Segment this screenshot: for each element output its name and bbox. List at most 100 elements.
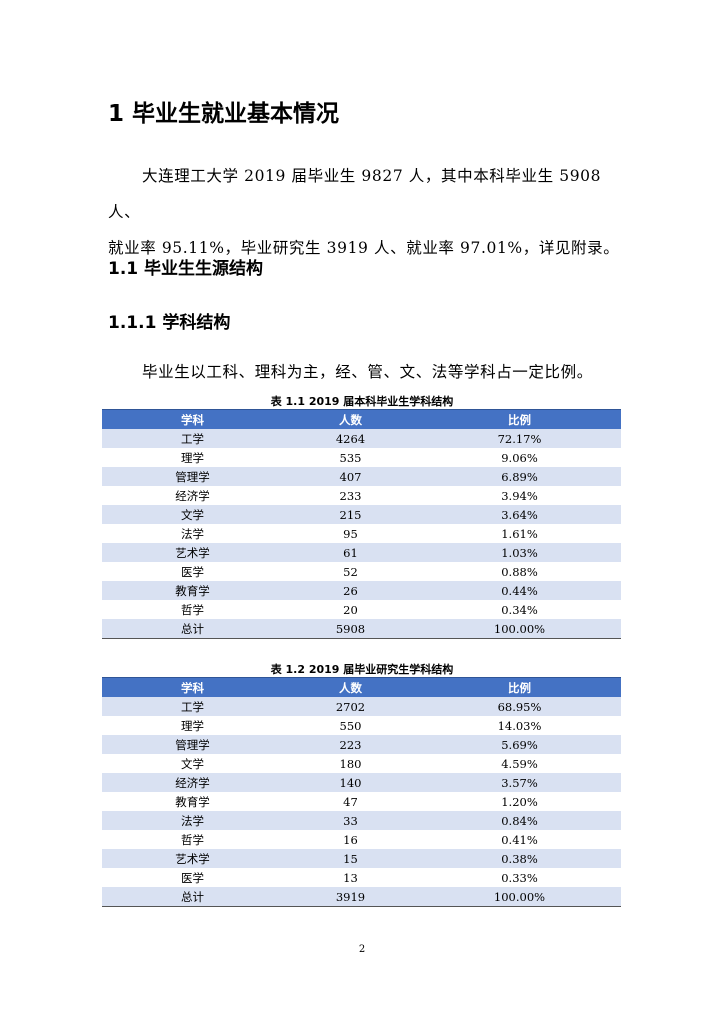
table-row: 哲学 20 0.34% xyxy=(102,600,621,619)
table-cell: 13 xyxy=(343,870,358,885)
table-row: 总计 5908 100.00% xyxy=(102,619,621,639)
table-cell: 哲学 xyxy=(181,602,204,617)
table-cell: 14.03% xyxy=(497,718,542,733)
table-cell: 医学 xyxy=(181,564,204,579)
table-cell: 16 xyxy=(343,832,358,847)
table-row: 总计 3919 100.00% xyxy=(102,887,621,907)
table-cell: 0.33% xyxy=(501,870,538,885)
table-cell: 233 xyxy=(339,488,362,503)
table-cell: 文学 xyxy=(181,756,204,771)
subject-paragraph: 毕业生以工科、理科为主，经、管、文、法等学科占一定比例。 xyxy=(142,363,593,381)
table-cell: 26 xyxy=(283,581,418,600)
table-cell: 52 xyxy=(343,564,358,579)
intro-line-2: 就业率 95.11%，毕业研究生 3919 人、就业率 97.01%，详见附录。 xyxy=(108,239,620,257)
table-row: 文学 180 4.59% xyxy=(102,754,621,773)
heading-2: 1.1 毕业生生源结构 xyxy=(108,259,264,279)
table-2-caption: 表 1.2 2019 届毕业研究生学科结构 xyxy=(270,663,454,676)
table-row: 经济学 140 3.57% xyxy=(102,773,621,792)
table-cell: 140 xyxy=(283,773,418,792)
column-header: 人数 xyxy=(283,409,418,429)
table-row: 哲学 16 0.41% xyxy=(102,830,621,849)
table-cell: 180 xyxy=(339,756,362,771)
table-cell: 理学 xyxy=(181,718,204,733)
table-cell: 72.17% xyxy=(418,429,621,448)
table-cell: 4264 xyxy=(283,429,418,448)
table-row: 管理学 407 6.89% xyxy=(102,467,621,486)
table-cell: 535 xyxy=(339,450,362,465)
table-row: 管理学 223 5.69% xyxy=(102,735,621,754)
table-cell: 95 xyxy=(343,526,358,541)
table-cell: 0.84% xyxy=(418,811,621,830)
table-cell: 艺术学 xyxy=(102,849,283,868)
table-row: 教育学 26 0.44% xyxy=(102,581,621,600)
table-cell: 法学 xyxy=(181,526,204,541)
table-cell: 工学 xyxy=(102,429,283,448)
table-row: 理学 550 14.03% xyxy=(102,716,621,735)
table-1-caption: 表 1.1 2019 届本科毕业生学科结构 xyxy=(270,395,454,408)
table-row: 艺术学 61 1.03% xyxy=(102,543,621,562)
table-cell: 550 xyxy=(339,718,362,733)
heading-1: 1 毕业生就业基本情况 xyxy=(108,101,340,127)
column-header: 比例 xyxy=(418,677,621,697)
table-row: 教育学 47 1.20% xyxy=(102,792,621,811)
table-row: 工学 4264 72.17% xyxy=(102,429,621,448)
table-cell: 100.00% xyxy=(418,619,621,639)
table-header-row: 学科 人数 比例 xyxy=(102,409,621,429)
table-cell: 3.94% xyxy=(501,488,538,503)
table-cell: 3.57% xyxy=(418,773,621,792)
column-header: 学科 xyxy=(102,677,283,697)
intro-paragraph: 大连理工大学 2019 届毕业生 9827 人，其中本科毕业生 5908 人、 … xyxy=(108,158,620,266)
table-cell: 艺术学 xyxy=(102,543,283,562)
table-row: 理学 535 9.06% xyxy=(102,448,621,467)
table-cell: 经济学 xyxy=(175,488,210,503)
table-row: 法学 95 1.61% xyxy=(102,524,621,543)
column-header: 学科 xyxy=(102,409,283,429)
table-cell: 3919 xyxy=(283,887,418,907)
table-cell: 1.03% xyxy=(418,543,621,562)
table-cell: 哲学 xyxy=(181,832,204,847)
table-cell: 3.64% xyxy=(418,505,621,524)
table-cell: 33 xyxy=(283,811,418,830)
column-header: 比例 xyxy=(418,409,621,429)
heading-3: 1.1.1 学科结构 xyxy=(108,313,231,333)
table-cell: 5.69% xyxy=(418,735,621,754)
table-row: 医学 13 0.33% xyxy=(102,868,621,887)
column-header: 人数 xyxy=(283,677,418,697)
intro-line-1: 大连理工大学 2019 届毕业生 9827 人，其中本科毕业生 5908 人、 xyxy=(108,167,602,221)
table-cell: 9.06% xyxy=(501,450,538,465)
table-cell: 15 xyxy=(283,849,418,868)
table-cell: 4.59% xyxy=(501,756,538,771)
table-cell: 61 xyxy=(283,543,418,562)
table-cell: 215 xyxy=(283,505,418,524)
table-cell: 医学 xyxy=(181,870,204,885)
table-cell: 总计 xyxy=(102,619,283,639)
table-cell: 407 xyxy=(283,467,418,486)
table-cell: 1.61% xyxy=(501,526,538,541)
table-cell: 5908 xyxy=(283,619,418,639)
table-cell: 20 xyxy=(343,602,358,617)
table-cell: 法学 xyxy=(102,811,283,830)
table-cell: 经济学 xyxy=(102,773,283,792)
page-number: 2 xyxy=(358,944,366,955)
table-row: 工学 2702 68.95% xyxy=(102,697,621,716)
table-row: 经济学 233 3.94% xyxy=(102,486,621,505)
graduate-subject-table: 学科 人数 比例 工学 2702 68.95% 理学 550 14.03% 管理学 223 5.69%… xyxy=(102,677,621,907)
table-cell: 100.00% xyxy=(418,887,621,907)
table-cell: 1.20% xyxy=(501,794,538,809)
table-row: 医学 52 0.88% xyxy=(102,562,621,581)
table-cell: 0.34% xyxy=(501,602,538,617)
table-cell: 管理学 xyxy=(102,467,283,486)
table-cell: 68.95% xyxy=(418,697,621,716)
table-cell: 0.44% xyxy=(418,581,621,600)
undergraduate-subject-table: 学科 人数 比例 工学 4264 72.17% 理学 535 9.06% 管理学 407 6.89% 经… xyxy=(102,409,621,639)
table-cell: 47 xyxy=(343,794,358,809)
table-row: 艺术学 15 0.38% xyxy=(102,849,621,868)
table-cell: 文学 xyxy=(102,505,283,524)
table-row: 法学 33 0.84% xyxy=(102,811,621,830)
table-cell: 理学 xyxy=(181,450,204,465)
table-cell: 0.38% xyxy=(418,849,621,868)
table-cell: 管理学 xyxy=(102,735,283,754)
table-cell: 教育学 xyxy=(175,794,210,809)
table-cell: 0.41% xyxy=(501,832,538,847)
